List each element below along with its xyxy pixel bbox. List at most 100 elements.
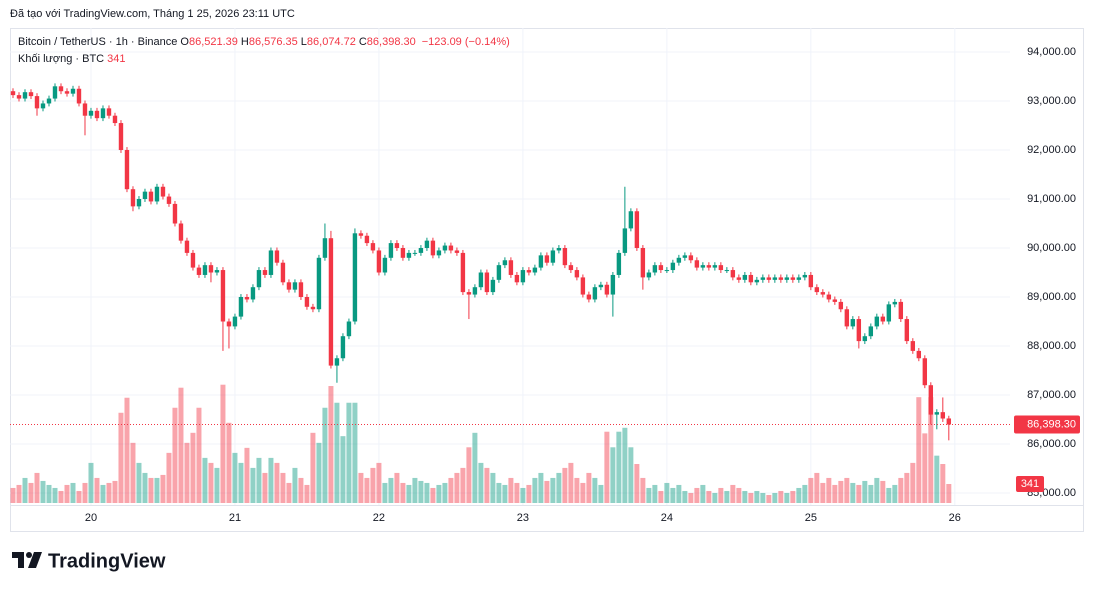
candle-body	[898, 301, 904, 320]
volume-bar	[406, 484, 412, 503]
volume-bar	[880, 480, 886, 503]
volume-bar	[814, 472, 820, 503]
candle-body	[250, 287, 256, 300]
volume-bar	[796, 487, 802, 503]
candle-body	[100, 108, 106, 119]
volume-bar	[760, 492, 766, 503]
pane-frame	[10, 28, 1084, 532]
volume-bar	[118, 412, 124, 503]
volume-bar	[370, 467, 376, 503]
candle-body	[490, 279, 496, 293]
candle-body	[676, 257, 682, 263]
volume-bar	[808, 477, 814, 503]
volume-bar	[628, 447, 634, 503]
volume-bar	[244, 447, 250, 503]
volume-bar	[232, 452, 238, 503]
volume-bar	[316, 442, 322, 503]
volume-bar	[748, 492, 754, 503]
candle-body	[124, 150, 130, 190]
legend-value: 86,521.39	[188, 36, 238, 48]
candle-body	[232, 316, 238, 327]
candle-body	[700, 265, 706, 268]
candle-body	[178, 223, 184, 241]
volume-bar	[700, 484, 706, 503]
volume-bar	[256, 457, 262, 503]
volume-bar	[154, 477, 160, 503]
y-tick-label: 86,000.00	[1027, 438, 1076, 450]
candle-layer	[10, 83, 952, 441]
candle-body	[184, 240, 190, 253]
candle-body	[658, 265, 664, 271]
volume-bar	[514, 482, 520, 503]
candle-body	[514, 274, 520, 283]
volume-bar	[784, 492, 790, 503]
candle-body	[460, 252, 466, 293]
volume-bar	[592, 477, 598, 503]
ohlc: O86,521.39 H86,576.35 L86,074.72 C86,398.30	[180, 36, 418, 48]
candle-body	[532, 267, 538, 273]
volume-bar	[502, 484, 508, 503]
volume-bar	[52, 487, 58, 503]
brand-name: TradingView	[48, 550, 166, 572]
volume-bar	[454, 472, 460, 503]
candle-body	[802, 274, 808, 278]
candle-body	[646, 272, 652, 278]
candle-body	[226, 321, 232, 327]
volume-bar	[934, 455, 940, 503]
candle-body	[310, 306, 316, 310]
candle-body	[868, 326, 874, 337]
candle-body	[940, 412, 946, 419]
volume-bar	[766, 494, 772, 503]
volume-bar	[640, 477, 646, 503]
candle-body	[436, 250, 442, 256]
x-tick-label: 25	[805, 512, 817, 524]
x-tick-label: 26	[949, 512, 961, 524]
candle-body	[28, 92, 34, 97]
volume-bar	[496, 482, 502, 503]
legend-key: O	[180, 36, 189, 48]
brand-logo	[12, 552, 42, 568]
last-volume-label: 341	[1021, 478, 1039, 490]
candle-body	[244, 297, 250, 300]
volume-bar	[466, 447, 472, 503]
volume-bar	[604, 431, 610, 503]
volume-bar	[778, 490, 784, 503]
volume-bar	[826, 477, 832, 503]
volume-bar	[856, 484, 862, 503]
volume-bar	[160, 474, 166, 503]
candle-body	[796, 277, 802, 280]
candle-body	[22, 92, 28, 99]
candle-body	[610, 274, 616, 295]
volume-bar	[388, 477, 394, 503]
volume-bar	[310, 432, 316, 503]
volume-bar	[910, 462, 916, 503]
candle-body	[160, 186, 166, 197]
volume-bar	[736, 487, 742, 503]
candle-body	[484, 272, 490, 293]
candle-body	[844, 309, 850, 327]
candle-body	[88, 110, 94, 116]
candle-body	[892, 301, 898, 305]
volume-bar	[646, 487, 652, 503]
candle-body	[622, 228, 628, 253]
volume-bar	[76, 490, 82, 503]
candle-body	[376, 250, 382, 273]
x-tick-label: 22	[373, 512, 385, 524]
candle-body	[508, 260, 514, 275]
legend-key: H	[240, 36, 249, 48]
candle-body	[70, 88, 76, 94]
candle-body	[856, 319, 862, 342]
volume-bar	[676, 484, 682, 503]
volume-bar	[202, 457, 208, 503]
volume-bar	[88, 462, 94, 503]
y-tick-label: 90,000.00	[1027, 242, 1076, 254]
volume-bar	[22, 477, 28, 503]
candle-body	[448, 245, 454, 251]
volume-bar	[664, 482, 670, 503]
volume-bar	[718, 487, 724, 503]
volume-bar	[448, 477, 454, 503]
candle-body	[826, 294, 832, 300]
x-tick-label: 21	[229, 512, 241, 524]
volume-bar	[268, 457, 274, 503]
